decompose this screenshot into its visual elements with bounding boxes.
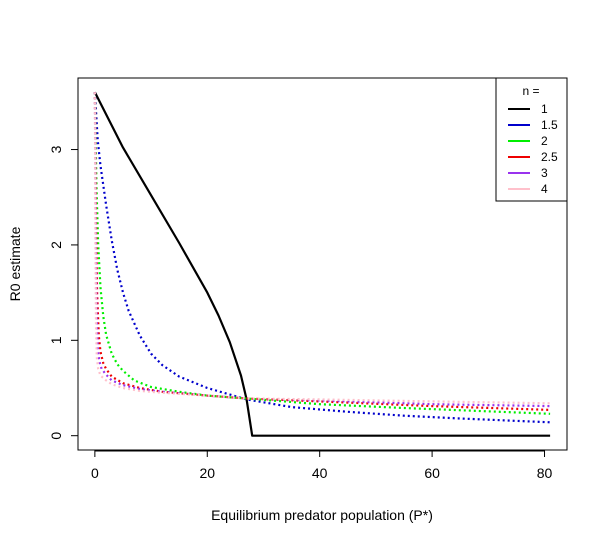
series-line-1	[93, 91, 551, 437]
x-tick-label: 0	[91, 465, 99, 481]
x-axis-title: Equilibrium predator population (P*)	[211, 507, 433, 523]
x-tick-label: 40	[312, 465, 328, 481]
legend-label: 1.5	[541, 118, 558, 132]
y-tick-label: 3	[48, 145, 64, 153]
y-axis: 0 1 2 3	[48, 145, 79, 440]
x-tick-label: 60	[424, 465, 440, 481]
y-axis-title: R0 estimate	[7, 226, 23, 301]
x-tick-label: 20	[199, 465, 215, 481]
legend-label: 3	[541, 166, 548, 180]
x-tick-label: 80	[537, 465, 553, 481]
y-tick-label: 2	[48, 241, 64, 249]
series-line-4	[93, 92, 551, 405]
series-layer	[93, 91, 551, 437]
legend-label: 2	[541, 134, 548, 148]
series-line-3	[93, 92, 551, 408]
series-line-2-5	[93, 92, 551, 411]
y-tick-label: 0	[48, 432, 64, 440]
legend-box	[495, 77, 568, 202]
x-axis: 0 20 40 60 80	[91, 450, 553, 481]
legend-title: n =	[522, 84, 539, 98]
legend-label: 1	[541, 102, 548, 116]
legend-label: 2.5	[541, 150, 558, 164]
legend-label: 4	[541, 182, 548, 196]
legend: n = 1 1.5 2 2.5 3 4	[495, 77, 568, 202]
series-line-1-5	[93, 92, 551, 424]
plot-box	[77, 77, 568, 451]
series-line-2	[93, 92, 551, 415]
y-tick-label: 1	[48, 336, 64, 344]
